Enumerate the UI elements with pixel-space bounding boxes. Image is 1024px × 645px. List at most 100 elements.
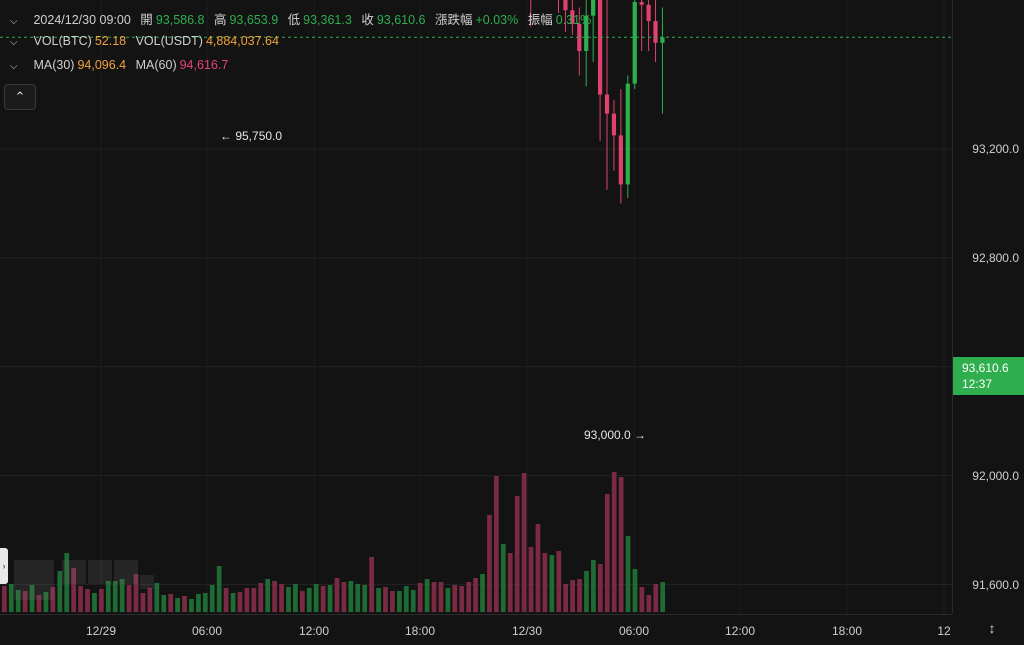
volume-bar [473,578,478,612]
time-tick-label: 12/29 [85,624,117,638]
current-price-tag: 93,610.6 12:37 [953,357,1024,395]
volume-bar [584,571,589,612]
price-tick-label: 92,000.0 [972,468,1019,483]
volume-bar [2,586,7,612]
volume-bar [570,580,575,612]
volume-bar [36,595,42,612]
volume-bar [597,564,603,612]
candle [577,7,582,76]
vol-usdt-label: VOL(USDT) [135,34,203,48]
watermark-logo [14,560,154,600]
candle [611,100,617,171]
volume-bar [639,587,645,612]
ma60-value: 94,616.7 [179,58,229,72]
candle [570,0,575,35]
volume-bar [452,585,458,612]
volume-bar [487,515,492,612]
candle [530,0,532,27]
candle [660,7,665,114]
volume-bar [528,547,534,612]
volume-bar [306,588,312,612]
candle-body [660,37,665,43]
vol-usdt-value: 4,884,037.64 [205,34,279,48]
volume-bar [299,591,305,612]
price-candles [530,0,665,204]
candle-body [584,15,589,52]
volume-bar [542,553,548,612]
volume-bar [403,586,409,612]
volume-bar [293,584,298,612]
vol-btc-label: VOL(BTC) [33,34,92,48]
volume-bar [514,496,520,612]
volume-bar [556,551,562,612]
candle [639,0,644,52]
time-tick-label: 18:00 [404,624,436,638]
volume-bar [521,473,527,612]
left-panel-handle[interactable]: › [0,548,8,584]
candle-body [604,94,610,114]
volume-bar [507,553,513,612]
close-value: 93,610.6 [376,13,426,27]
chevron-up-icon: ⌃ [14,89,26,104]
candlestick-chart[interactable] [0,0,952,614]
volume-bar [355,584,361,612]
amplitude-label: 振幅 [527,13,553,27]
candle-body [639,2,644,5]
candle-body [597,0,603,95]
amplitude-value: 0.31% [555,13,592,27]
ma-legend: ⌵ MA(30) 94,096.4 MA(60) 94,616.7 [10,58,234,72]
volume-bar [168,594,174,612]
volume-bar [71,568,76,612]
volume-bar [105,581,111,612]
volume-bar [175,598,180,612]
change-label: 漲跌幅 [434,13,473,27]
volume-bar [618,477,624,612]
volume-bar [272,581,277,612]
volume-bar [424,579,430,612]
volume-bar [383,587,388,612]
candle-body [632,2,637,84]
chevron-down-icon[interactable]: ⌵ [10,16,18,27]
time-tick-label: 12:00 [298,624,330,638]
collapse-legend-button[interactable]: ⌃ [4,84,36,110]
volume-bar [341,582,347,612]
close-label: 收 [361,13,374,27]
volume-bar [15,590,21,612]
vol-btc-value: 52.18 [94,34,127,48]
time-tick-label: 12:00 [724,624,756,638]
volume-bar [362,585,368,612]
candle [632,0,637,90]
price-tick-label: 92,800.0 [972,250,1019,265]
volume-bar [625,536,631,612]
candle [591,0,596,62]
chevron-down-icon[interactable]: ⌵ [10,37,18,48]
volume-bar [431,582,437,612]
vertical-resize-icon[interactable]: ↕ [988,620,996,636]
ma30-value: 94,096.4 [77,58,127,72]
candle [646,0,651,52]
candle [653,0,658,62]
volume-bar [133,574,139,612]
price-axis[interactable]: 96,800.096,400.096,000.095,600.095,200.0… [952,0,1024,614]
volume-bar [251,588,257,612]
volume-bar [202,593,208,612]
volume-bar [154,583,160,612]
volume-bar [445,588,451,612]
volume-bar [57,571,63,612]
candle-body [563,0,568,11]
time-axis[interactable]: 12/29 06:00 12:00 18:00 12/30 06:00 12:00 18:00… [0,614,952,645]
low-value: 93,361.3 [303,13,352,27]
chevron-down-icon[interactable]: ⌵ [10,61,18,72]
volume-bar [480,574,485,612]
price-tick-label: 93,200.0 [972,141,1019,156]
time-tick-label: 18:00 [831,624,863,638]
volume-bar [126,585,132,612]
candle [597,0,603,141]
volume-bar [466,582,472,612]
candle-body [611,113,617,136]
candle-body [625,83,630,185]
volume-bar [279,584,284,612]
volume-bar [632,569,638,612]
candle [558,0,559,13]
volume-bars [2,472,666,612]
